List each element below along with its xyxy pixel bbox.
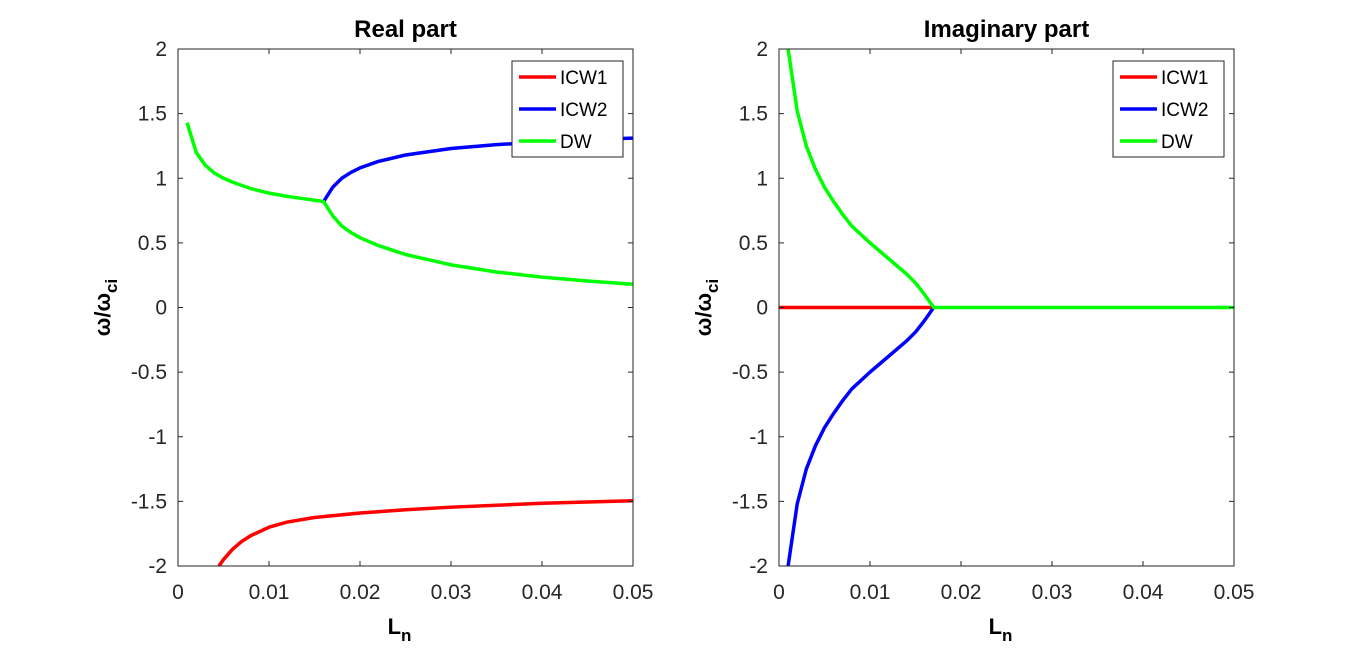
series-group bbox=[779, 49, 1234, 566]
x-tick-label: 0.01 bbox=[249, 581, 290, 604]
x-tick-label: 0.04 bbox=[522, 581, 563, 604]
y-tick-label: -2 bbox=[749, 555, 768, 578]
x-tick-label: 0.02 bbox=[340, 581, 381, 604]
legend-label-dw: DW bbox=[1161, 132, 1193, 153]
y-tick-label: 1.5 bbox=[739, 103, 768, 126]
chart-title: Real part bbox=[354, 16, 457, 43]
y-tick-label: 1 bbox=[756, 167, 768, 190]
y-tick-label: -1.5 bbox=[732, 490, 768, 513]
x-axis-label: Ln bbox=[388, 614, 412, 645]
x-tick-label: 0 bbox=[172, 581, 184, 604]
legend: ICW1 ICW2 DW bbox=[511, 60, 624, 158]
chart-title: Imaginary part bbox=[924, 16, 1089, 43]
series-line-dw bbox=[786, 49, 1234, 310]
x-tick-label: 0.05 bbox=[613, 581, 654, 604]
y-tick-label: 2 bbox=[756, 38, 768, 61]
chart-panel-real: 0 0.01 0.02 0.03 0.04 0.05 2 1.5 1 0.5 0 -0.5 -1 -1.5… bbox=[90, 16, 653, 645]
legend-label-icw2: ICW2 bbox=[1161, 100, 1209, 121]
legend-label-icw2: ICW2 bbox=[560, 100, 608, 121]
legend-label-icw1: ICW1 bbox=[1161, 68, 1209, 89]
x-tick-label: 0.01 bbox=[850, 581, 891, 604]
x-tick-label: 0.05 bbox=[1214, 581, 1255, 604]
series-line-icw2 bbox=[786, 306, 936, 566]
y-tick-label: -0.5 bbox=[732, 361, 768, 384]
y-tick-label: -2 bbox=[148, 555, 167, 578]
y-axis-label: ω/ωci bbox=[90, 279, 121, 336]
y-tick-label: 0.5 bbox=[138, 232, 167, 255]
x-tick-label: 0 bbox=[773, 581, 785, 604]
y-tick-label: 0.5 bbox=[739, 232, 768, 255]
x-tick-label: 0.02 bbox=[941, 581, 982, 604]
x-tick-label: 0.03 bbox=[1032, 581, 1073, 604]
y-tick-label: -1 bbox=[148, 426, 167, 449]
y-tick-label: 0 bbox=[756, 297, 768, 320]
y-tick-label: -1.5 bbox=[131, 490, 167, 513]
series-line-dw bbox=[185, 122, 633, 286]
y-tick-label: -0.5 bbox=[131, 361, 167, 384]
x-tick-label: 0.04 bbox=[1123, 581, 1164, 604]
y-axis-label: ω/ωci bbox=[691, 279, 722, 336]
chart-panel-imag: 0 0.01 0.02 0.03 0.04 0.05 2 1.5 1 0.5 0 -0.5 -1 -1.5… bbox=[691, 16, 1254, 645]
y-tick-label: 2 bbox=[155, 38, 167, 61]
y-tick-label: -1 bbox=[749, 426, 768, 449]
y-tick-label: 0 bbox=[155, 297, 167, 320]
x-tick-label: 0.03 bbox=[431, 581, 472, 604]
series-line-icw1 bbox=[217, 498, 633, 566]
y-tick-label: 1 bbox=[155, 167, 167, 190]
legend-label-icw1: ICW1 bbox=[560, 68, 608, 89]
x-axis-label: Ln bbox=[989, 614, 1013, 645]
legend-label-dw: DW bbox=[560, 132, 592, 153]
legend: ICW1 ICW2 DW bbox=[1112, 60, 1225, 158]
y-tick-label: 1.5 bbox=[138, 103, 167, 126]
